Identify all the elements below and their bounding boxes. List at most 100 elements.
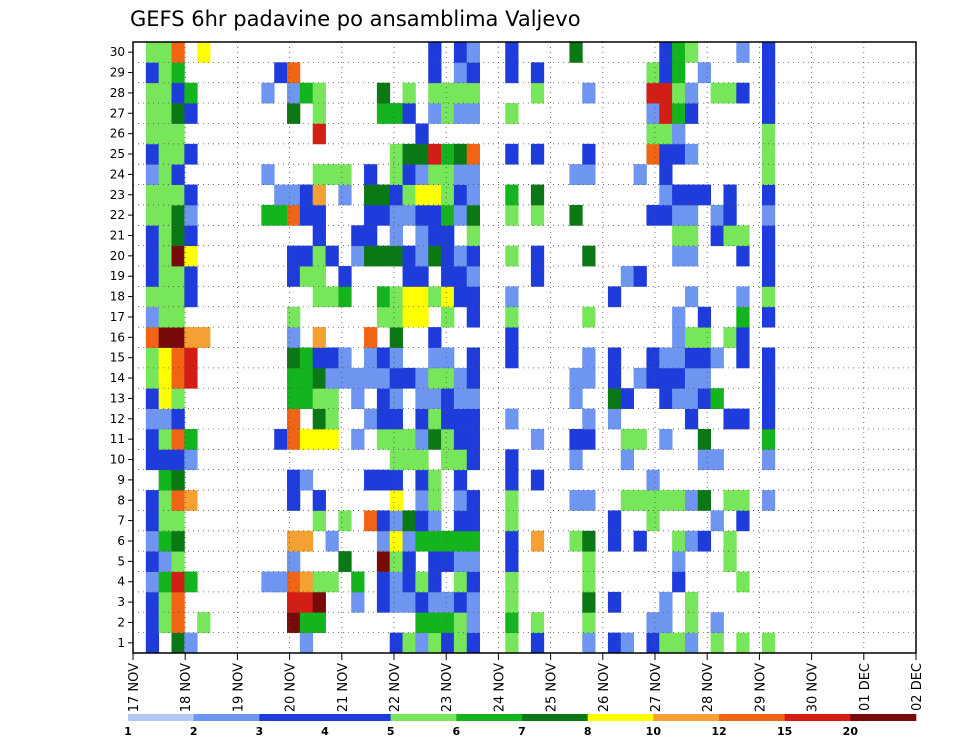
heatmap-cell [453,428,468,450]
heatmap-cell [466,42,480,63]
heatmap-cell [646,204,660,226]
heatmap-cell [312,591,326,613]
heatmap-cell [184,286,198,308]
heatmap-cell [389,103,403,124]
heatmap-cell [684,388,699,409]
heatmap-cell [736,408,750,430]
heatmap-cell [376,530,391,552]
legend-swatch [850,714,917,721]
heatmap-cell [312,428,326,450]
heatmap-cell [402,204,416,226]
heatmap-cell [607,408,622,430]
heatmap-cell [158,408,172,430]
heatmap-cell [389,184,403,206]
heatmap-cell [415,184,429,206]
heatmap-cell [453,490,468,511]
heatmap-cell [184,245,198,267]
heatmap-cell [672,82,686,104]
heatmap-cell [505,571,519,593]
heatmap-cell [299,266,314,287]
heatmap-cell [389,632,403,654]
heatmap-cell [633,490,647,511]
heatmap-cell [415,164,429,185]
heatmap-cell [505,184,519,206]
heatmap-cell [684,143,699,165]
heatmap-cell [184,103,198,124]
heatmap-cell [287,591,301,613]
heatmap-cell [505,490,519,511]
heatmap-cell [197,42,211,63]
heatmap-cell [158,184,172,206]
heatmap-cell [428,490,442,511]
heatmap-cell [299,428,314,450]
heatmap-cell [312,388,326,409]
heatmap-cell [530,245,545,267]
heatmap-cell [697,347,712,369]
heatmap-cell [351,591,365,613]
y-tick-label: 12 [110,412,125,426]
y-tick-label: 9 [117,473,125,487]
heatmap-cell [672,571,686,593]
heatmap-cell [646,612,660,634]
heatmap-cell [582,591,596,613]
heatmap-cell [171,490,185,511]
x-tick-label: 27 NOV [649,663,664,712]
heatmap-cell [530,62,545,84]
heatmap-cell [184,490,198,511]
heatmap-cell [171,571,185,593]
heatmap-cell [145,367,160,389]
heatmap-cell [710,225,724,247]
heatmap-cell [761,266,776,287]
heatmap-cell [274,428,288,450]
heatmap-cell [684,286,699,308]
legend-swatch [522,714,588,721]
legend-label: 10 [646,725,662,738]
heatmap-cell [530,143,545,165]
heatmap-cell [145,82,160,104]
y-axis: 1234567891011121314151617181920212223242… [110,45,133,650]
heatmap-cell [582,612,596,634]
heatmap-cell [158,286,172,308]
heatmap-cell [171,591,185,613]
heatmap-cell [312,490,326,511]
heatmap-cell [312,103,326,124]
heatmap-cell [453,286,468,308]
heatmap-cell [582,347,596,369]
heatmap-cell [325,164,339,185]
heatmap-cell [684,490,699,511]
heatmap-cell [633,428,647,450]
heatmap-cell [171,408,185,430]
y-tick-label: 11 [110,432,125,446]
heatmap-cell [428,551,442,572]
heatmap-cell [428,367,442,389]
heatmap-cell [171,245,185,267]
heatmap-cell [761,449,776,471]
heatmap-cell [441,82,455,104]
heatmap-cell [569,428,583,450]
heatmap-cell [659,632,673,654]
heatmap-cell [389,306,403,328]
heatmap-cell [569,164,583,185]
heatmap-cell [184,449,198,471]
plot-frame [132,41,917,654]
heatmap-cell [415,591,429,613]
dotted-grid [133,42,916,653]
heatmap-cell [158,164,172,185]
heatmap-cell [376,367,391,389]
heatmap-cell [274,571,288,593]
heatmap-cell [505,42,519,63]
heatmap-cell [736,510,750,532]
heatmap-cell [441,551,455,572]
heatmap-cell [145,327,160,348]
heatmap-cell [607,367,622,389]
x-tick-label: 26 NOV [597,663,612,712]
heatmap-cell [312,82,326,104]
heatmap-cell [364,164,378,185]
heatmap-cell [158,225,172,247]
heatmap-cell [684,408,699,430]
heatmap-cell [466,245,480,267]
heatmap-cell [158,388,172,409]
heatmap-cell [428,103,442,124]
heatmap-cell [646,347,660,369]
heatmap-cell [453,82,468,104]
